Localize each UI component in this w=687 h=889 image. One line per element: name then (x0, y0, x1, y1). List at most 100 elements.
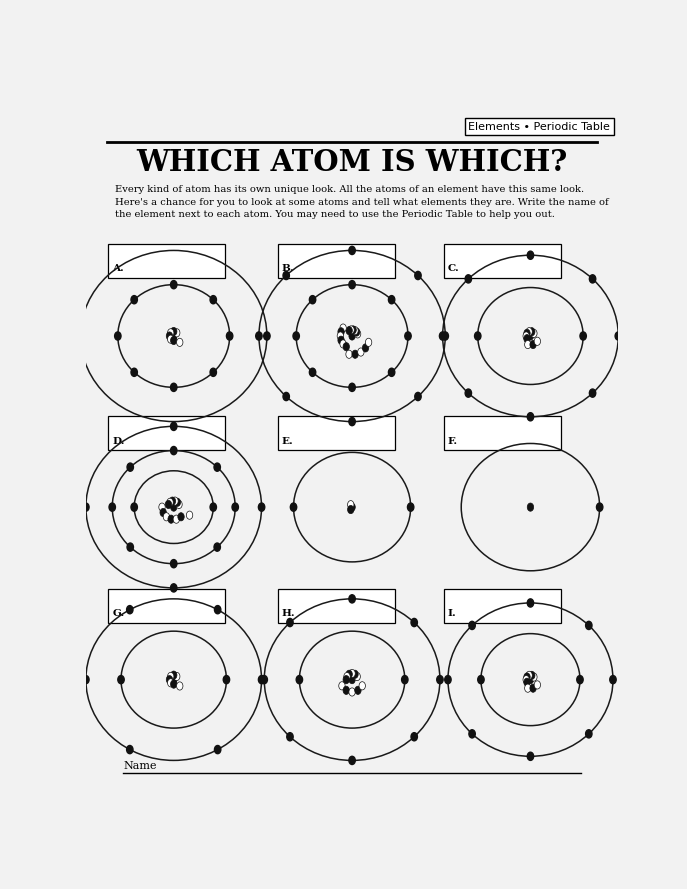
Text: Every kind of atom has its own unique look. All the atoms of an element have thi: Every kind of atom has its own unique lo… (115, 185, 609, 220)
Circle shape (589, 275, 596, 283)
Circle shape (354, 686, 361, 694)
FancyBboxPatch shape (109, 589, 225, 623)
Circle shape (258, 503, 264, 511)
Circle shape (365, 338, 372, 347)
Circle shape (168, 672, 174, 681)
Circle shape (82, 503, 89, 511)
Circle shape (349, 383, 355, 391)
Circle shape (527, 599, 534, 607)
Text: Name: Name (123, 761, 157, 771)
Circle shape (170, 584, 177, 592)
Circle shape (530, 673, 537, 681)
Circle shape (352, 326, 358, 335)
Circle shape (174, 672, 180, 681)
Circle shape (164, 513, 170, 521)
Circle shape (469, 730, 475, 738)
Text: C.: C. (448, 264, 460, 273)
Circle shape (526, 671, 532, 679)
Circle shape (126, 605, 133, 613)
Circle shape (349, 418, 355, 426)
Circle shape (339, 682, 345, 690)
Circle shape (159, 503, 165, 511)
Circle shape (261, 676, 267, 684)
Circle shape (530, 340, 537, 348)
Circle shape (170, 327, 177, 336)
Circle shape (350, 325, 357, 334)
FancyBboxPatch shape (278, 589, 395, 623)
Circle shape (444, 676, 451, 684)
Circle shape (589, 389, 596, 397)
Text: E.: E. (282, 436, 293, 445)
Circle shape (82, 676, 89, 684)
Circle shape (115, 332, 121, 340)
Circle shape (349, 688, 355, 696)
Circle shape (127, 463, 133, 471)
Circle shape (343, 676, 350, 684)
Circle shape (170, 281, 177, 289)
Circle shape (177, 338, 183, 347)
Circle shape (232, 503, 238, 511)
Circle shape (170, 559, 177, 568)
FancyBboxPatch shape (109, 244, 225, 277)
Circle shape (286, 619, 293, 627)
Circle shape (296, 676, 302, 684)
Circle shape (346, 350, 352, 358)
Circle shape (170, 446, 177, 454)
Circle shape (283, 271, 289, 280)
Circle shape (530, 329, 537, 338)
Circle shape (174, 329, 180, 337)
Circle shape (170, 383, 177, 391)
Circle shape (465, 389, 471, 397)
Circle shape (615, 332, 622, 340)
Circle shape (166, 332, 172, 340)
Circle shape (172, 497, 178, 505)
Circle shape (338, 336, 344, 344)
Circle shape (348, 325, 354, 334)
Circle shape (346, 670, 352, 678)
Circle shape (527, 676, 534, 684)
Circle shape (349, 246, 355, 254)
Circle shape (525, 684, 531, 693)
Text: G.: G. (113, 609, 125, 618)
Circle shape (585, 621, 592, 629)
Circle shape (126, 746, 133, 754)
Circle shape (286, 733, 293, 741)
Circle shape (118, 676, 124, 684)
Circle shape (437, 676, 443, 684)
Circle shape (349, 503, 355, 511)
Circle shape (362, 344, 369, 352)
Circle shape (523, 332, 530, 340)
Circle shape (530, 684, 537, 693)
Circle shape (170, 503, 177, 511)
FancyBboxPatch shape (444, 244, 561, 277)
Circle shape (388, 368, 395, 376)
Text: H.: H. (282, 609, 295, 618)
Circle shape (580, 332, 587, 340)
Circle shape (596, 503, 603, 511)
Circle shape (359, 682, 365, 690)
Circle shape (178, 513, 184, 521)
Circle shape (223, 676, 229, 684)
Circle shape (210, 295, 216, 304)
Circle shape (348, 506, 354, 514)
Circle shape (585, 730, 592, 738)
Circle shape (610, 676, 616, 684)
Circle shape (352, 670, 358, 678)
Circle shape (353, 328, 360, 336)
Circle shape (523, 678, 530, 686)
Text: B.: B. (282, 264, 295, 273)
Circle shape (210, 503, 216, 511)
Circle shape (131, 295, 137, 304)
Circle shape (168, 515, 174, 524)
Circle shape (526, 328, 532, 336)
Circle shape (176, 501, 182, 509)
Circle shape (168, 329, 174, 337)
Circle shape (214, 746, 221, 754)
Circle shape (309, 295, 316, 304)
Circle shape (214, 605, 221, 613)
Circle shape (227, 332, 233, 340)
Circle shape (256, 332, 262, 340)
Circle shape (525, 340, 531, 348)
Circle shape (109, 503, 115, 511)
Circle shape (523, 676, 530, 684)
